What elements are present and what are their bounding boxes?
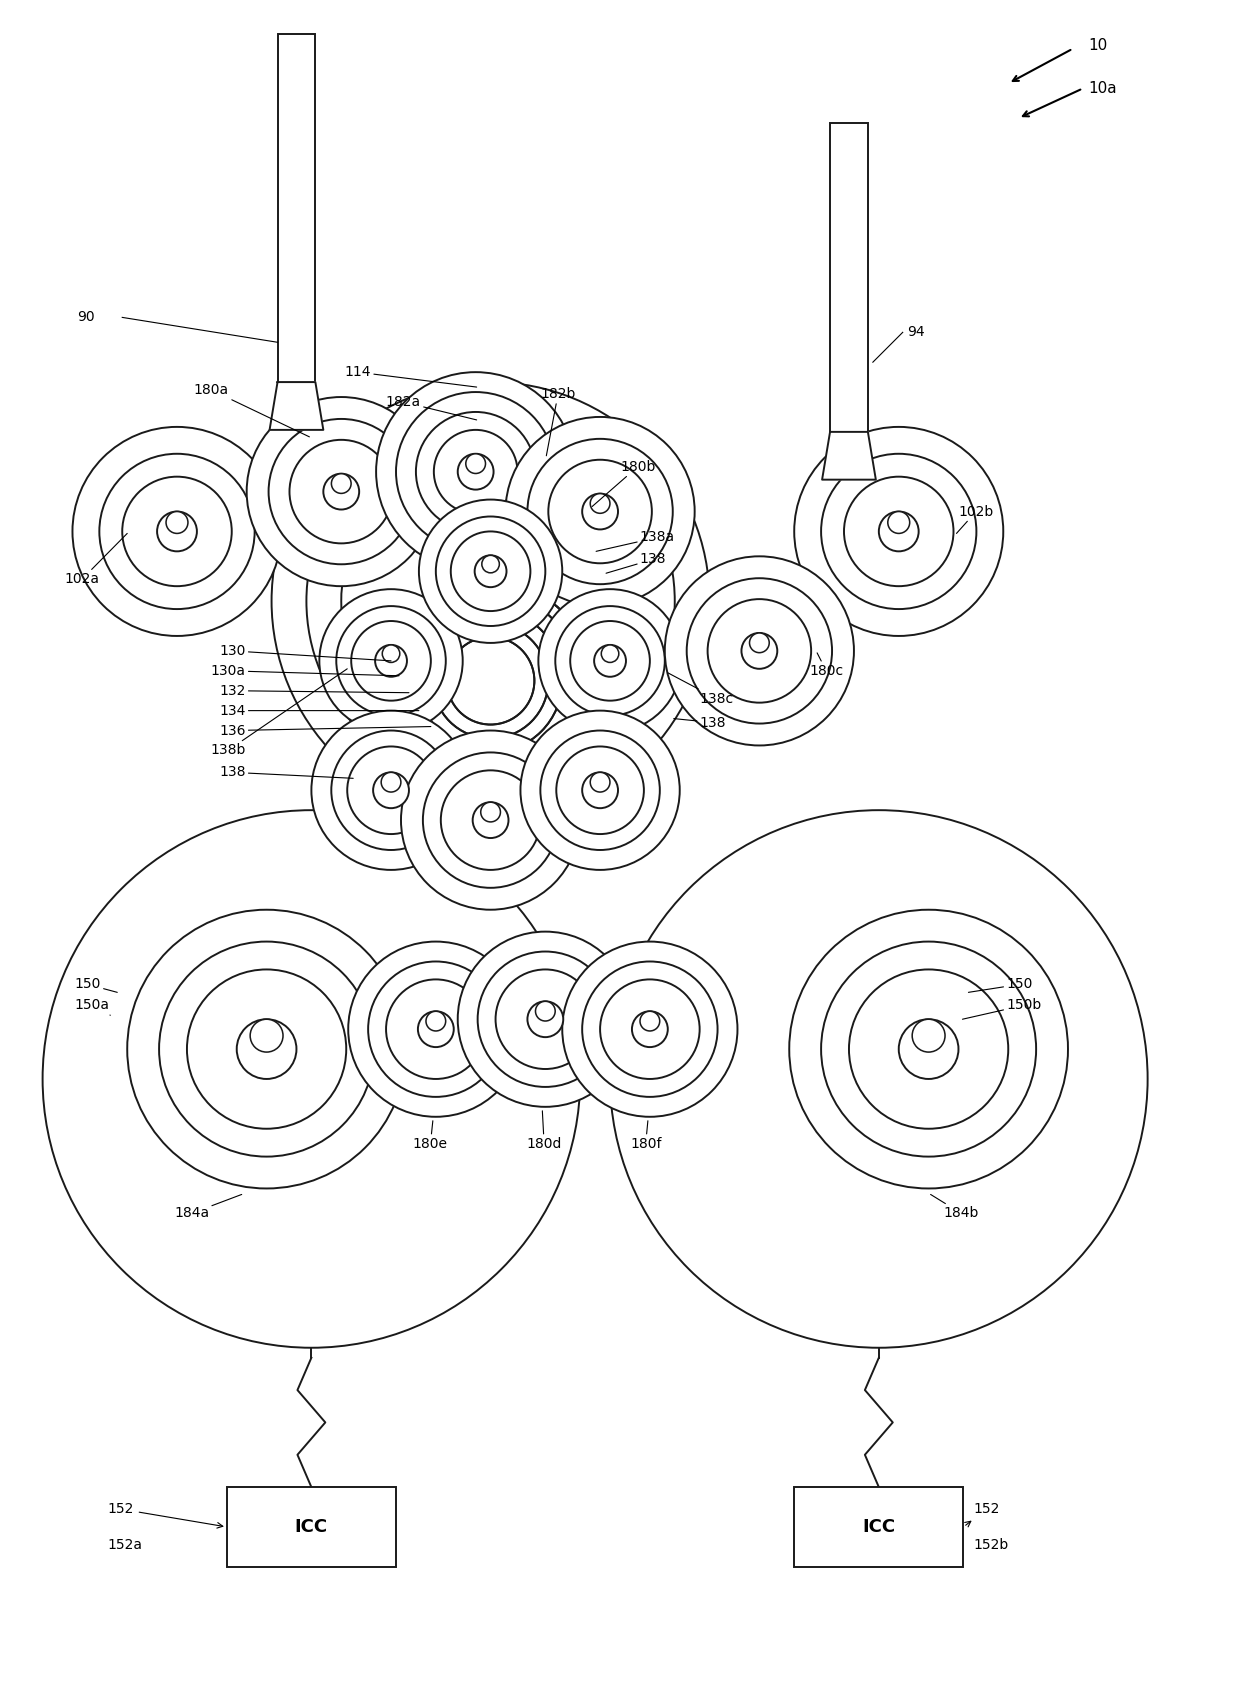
Circle shape bbox=[237, 1019, 296, 1079]
Circle shape bbox=[458, 931, 632, 1107]
Circle shape bbox=[582, 494, 618, 529]
Text: 150: 150 bbox=[74, 977, 118, 992]
Circle shape bbox=[888, 512, 910, 534]
Circle shape bbox=[381, 772, 401, 792]
Circle shape bbox=[247, 397, 435, 587]
Text: 150: 150 bbox=[968, 977, 1033, 992]
Circle shape bbox=[742, 633, 777, 668]
Circle shape bbox=[601, 644, 619, 663]
Text: 152: 152 bbox=[965, 1503, 999, 1526]
Circle shape bbox=[272, 382, 709, 821]
Text: 10: 10 bbox=[1087, 37, 1107, 53]
Text: 182b: 182b bbox=[541, 387, 575, 456]
Text: 180b: 180b bbox=[593, 460, 656, 507]
Circle shape bbox=[427, 1011, 445, 1031]
Text: 180d: 180d bbox=[527, 1111, 562, 1150]
Circle shape bbox=[128, 909, 405, 1189]
Circle shape bbox=[458, 455, 494, 490]
Circle shape bbox=[331, 473, 351, 494]
Circle shape bbox=[419, 500, 562, 643]
Circle shape bbox=[482, 555, 500, 573]
Polygon shape bbox=[822, 432, 875, 480]
Circle shape bbox=[42, 811, 580, 1348]
Text: 180f: 180f bbox=[630, 1121, 661, 1150]
Circle shape bbox=[373, 772, 409, 809]
Circle shape bbox=[562, 941, 738, 1116]
Circle shape bbox=[794, 427, 1003, 636]
Circle shape bbox=[632, 1011, 668, 1046]
Circle shape bbox=[166, 512, 188, 534]
Text: 138b: 138b bbox=[211, 668, 347, 758]
Circle shape bbox=[376, 644, 407, 677]
Circle shape bbox=[899, 1019, 959, 1079]
Text: 94: 94 bbox=[906, 326, 924, 339]
Circle shape bbox=[538, 589, 682, 733]
Circle shape bbox=[382, 644, 399, 663]
Text: 134: 134 bbox=[219, 704, 419, 717]
Circle shape bbox=[348, 941, 523, 1116]
Circle shape bbox=[536, 1001, 556, 1021]
Circle shape bbox=[582, 772, 618, 809]
Circle shape bbox=[879, 512, 919, 551]
Text: 138c: 138c bbox=[668, 673, 734, 706]
Text: 130a: 130a bbox=[211, 663, 399, 678]
Circle shape bbox=[466, 455, 486, 473]
Text: 184a: 184a bbox=[174, 1194, 242, 1221]
Bar bbox=[830, 124, 868, 432]
Circle shape bbox=[594, 644, 626, 677]
Circle shape bbox=[401, 731, 580, 909]
Circle shape bbox=[521, 711, 680, 870]
Text: 180a: 180a bbox=[193, 383, 310, 438]
Circle shape bbox=[324, 473, 360, 509]
Circle shape bbox=[472, 802, 508, 838]
Circle shape bbox=[640, 1011, 660, 1031]
Text: 150a: 150a bbox=[74, 999, 110, 1016]
Circle shape bbox=[250, 1019, 283, 1052]
Text: 114: 114 bbox=[345, 365, 476, 387]
Circle shape bbox=[749, 633, 769, 653]
Text: ICC: ICC bbox=[295, 1518, 327, 1537]
Bar bbox=[278, 34, 315, 382]
Circle shape bbox=[527, 1001, 563, 1038]
Text: 180e: 180e bbox=[413, 1121, 448, 1150]
Text: 138a: 138a bbox=[596, 531, 675, 551]
Circle shape bbox=[481, 802, 501, 823]
Text: 182a: 182a bbox=[386, 395, 476, 421]
Circle shape bbox=[311, 711, 471, 870]
Circle shape bbox=[913, 1019, 945, 1052]
Circle shape bbox=[320, 589, 463, 733]
Text: 152b: 152b bbox=[973, 1538, 1008, 1552]
Text: ICC: ICC bbox=[862, 1518, 895, 1537]
Circle shape bbox=[665, 556, 854, 746]
Text: 152a: 152a bbox=[108, 1538, 143, 1552]
Circle shape bbox=[475, 555, 506, 587]
Circle shape bbox=[391, 582, 590, 780]
Circle shape bbox=[789, 909, 1068, 1189]
Text: 10a: 10a bbox=[1087, 81, 1116, 97]
Circle shape bbox=[590, 772, 610, 792]
Text: 138: 138 bbox=[606, 553, 666, 573]
Circle shape bbox=[590, 494, 610, 514]
Text: 150b: 150b bbox=[962, 999, 1042, 1019]
Bar bbox=[794, 1487, 963, 1567]
Text: 130: 130 bbox=[219, 644, 391, 661]
Text: 184b: 184b bbox=[930, 1194, 978, 1221]
Circle shape bbox=[610, 811, 1148, 1348]
Circle shape bbox=[72, 427, 281, 636]
Bar bbox=[227, 1487, 396, 1567]
Circle shape bbox=[506, 417, 694, 605]
Circle shape bbox=[376, 371, 575, 572]
Text: 102b: 102b bbox=[956, 504, 993, 534]
Text: 90: 90 bbox=[77, 310, 95, 324]
Circle shape bbox=[418, 1011, 454, 1046]
Polygon shape bbox=[269, 382, 324, 429]
Text: 102a: 102a bbox=[64, 534, 128, 587]
Text: 138: 138 bbox=[673, 716, 727, 729]
Text: 180c: 180c bbox=[810, 653, 843, 678]
Circle shape bbox=[157, 512, 197, 551]
Text: 132: 132 bbox=[219, 683, 409, 697]
Text: 138: 138 bbox=[219, 765, 353, 780]
Text: 152: 152 bbox=[108, 1503, 223, 1528]
Text: 136: 136 bbox=[219, 724, 430, 738]
